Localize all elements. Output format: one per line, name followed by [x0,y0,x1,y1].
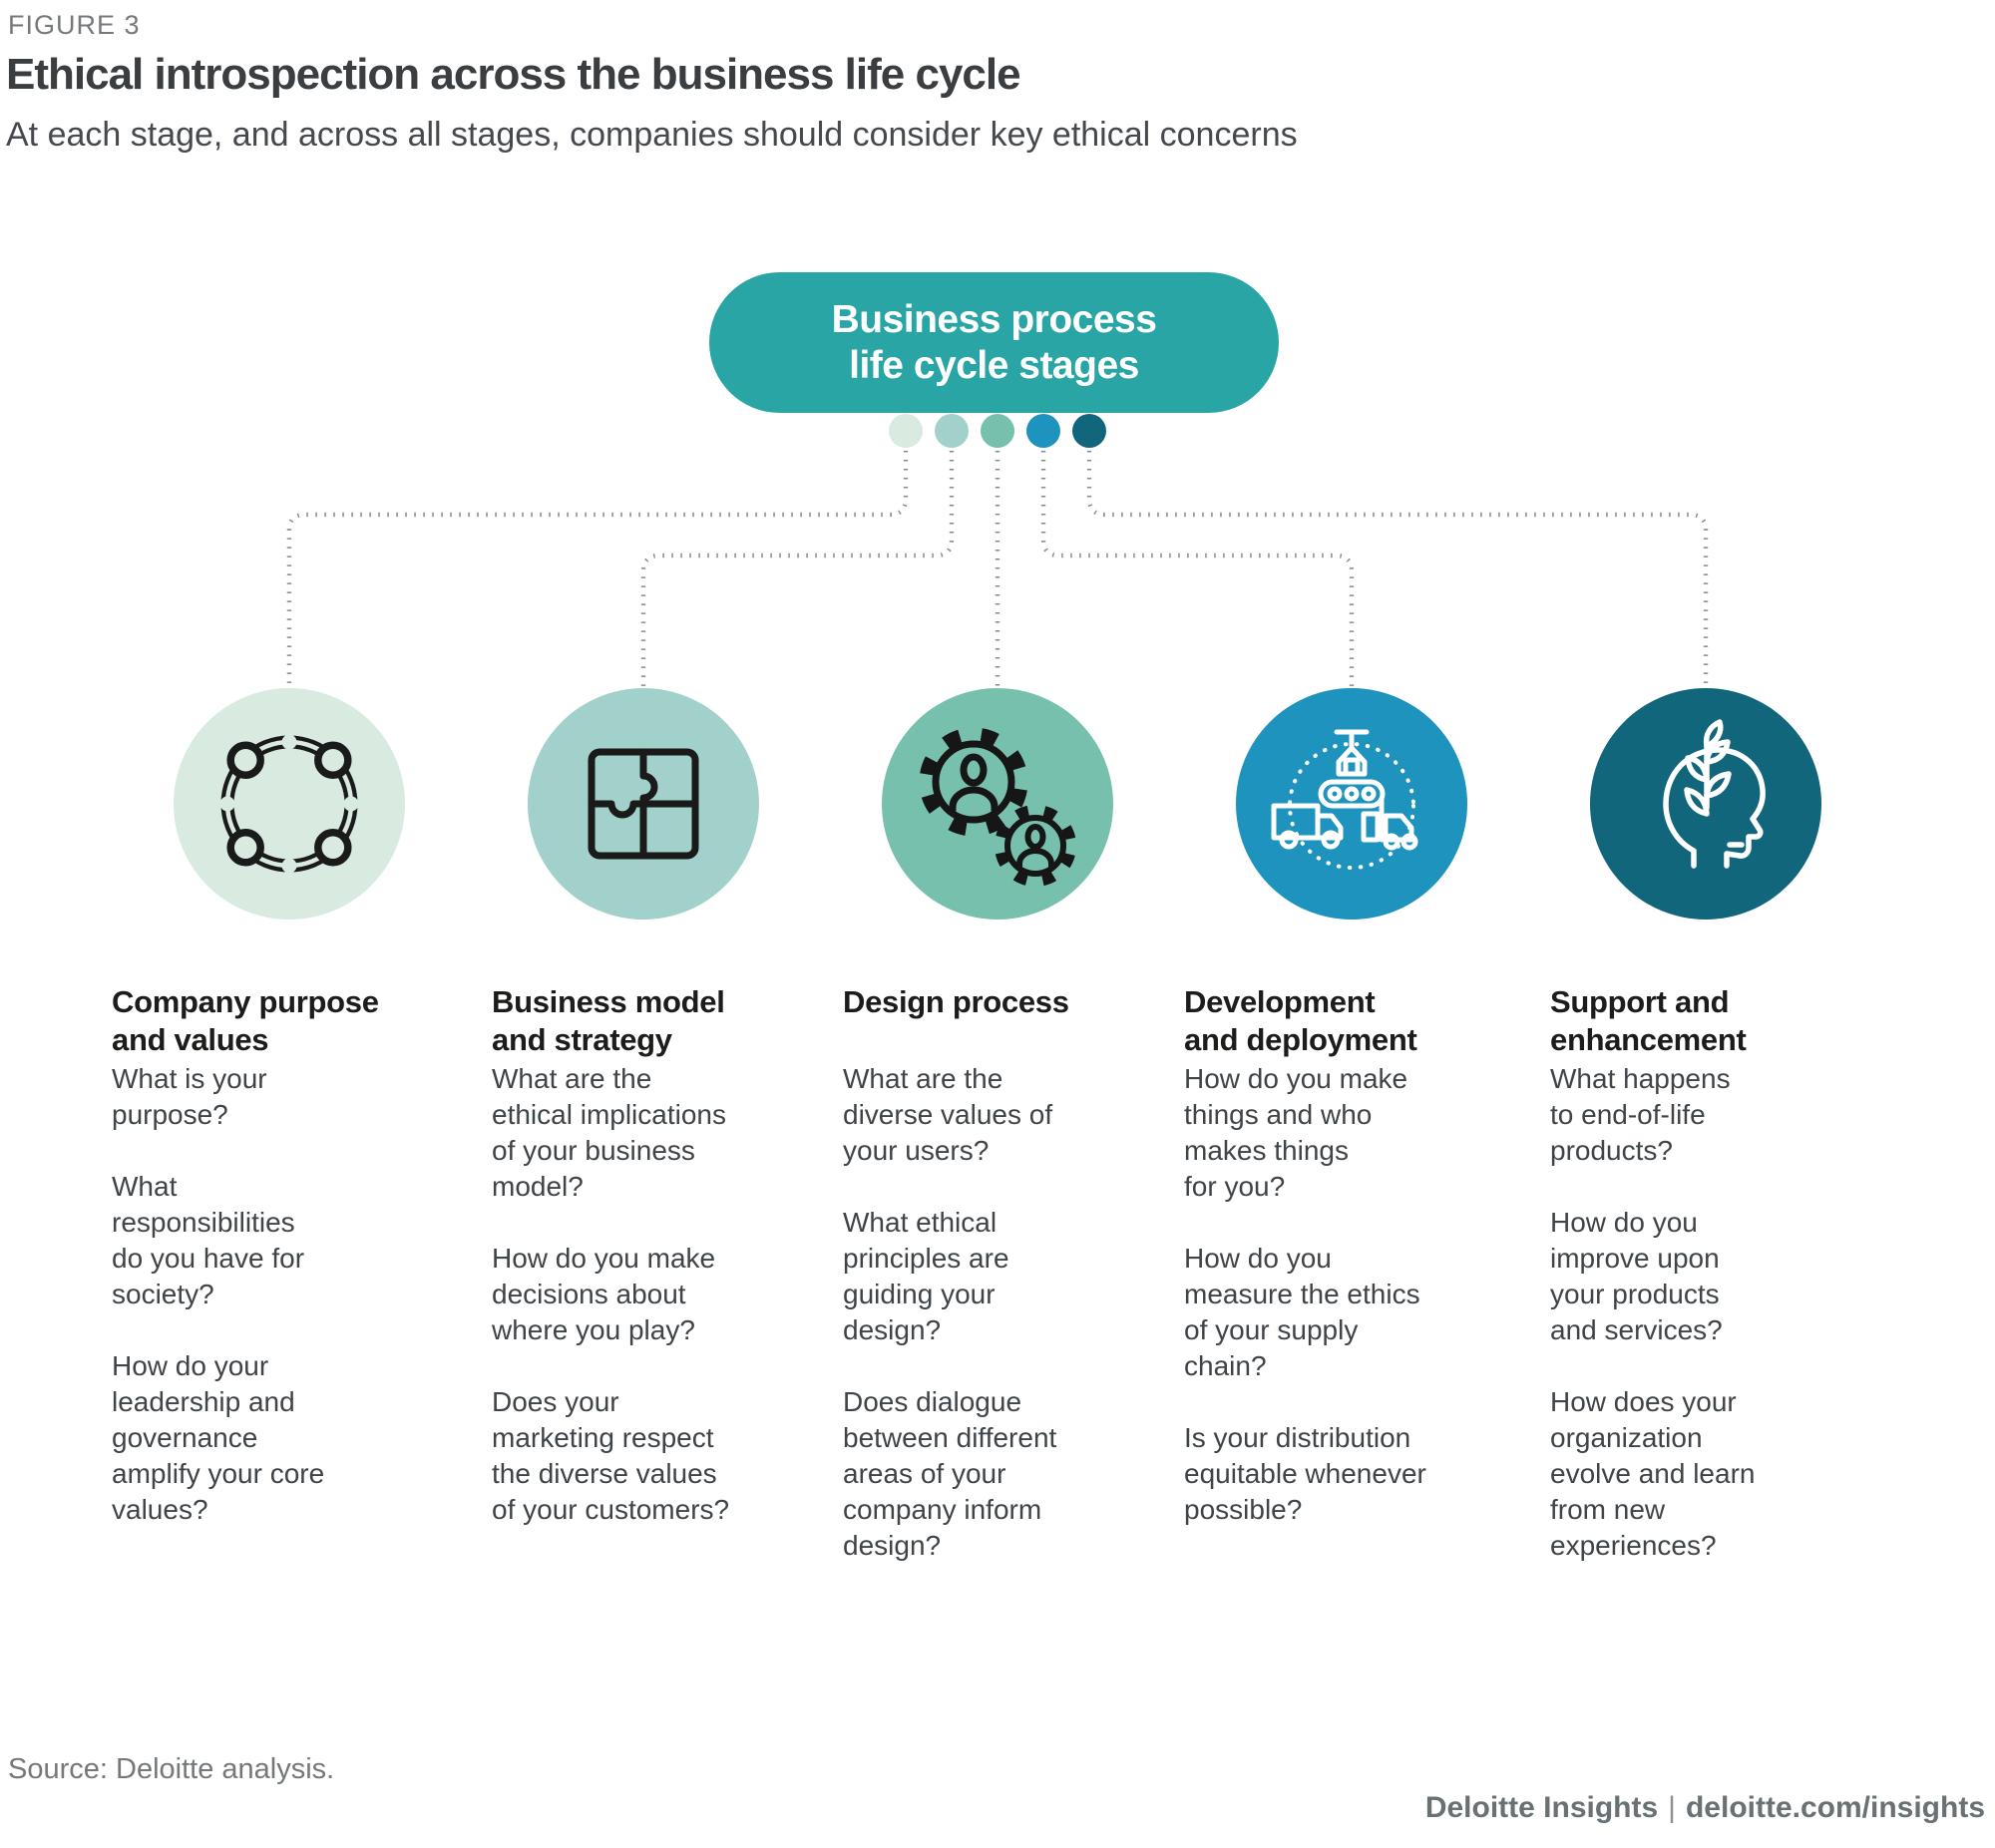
dotted-ring [1288,742,1415,870]
stage-dot-4 [1026,414,1060,448]
truck [1271,803,1344,850]
figure-title: Ethical introspection across the busines… [6,50,1021,99]
connector-line-5 [1086,451,1709,686]
pill-label: Business process life cycle stages [831,297,1157,387]
stage-dot-1 [889,414,923,448]
stage-heading-2: Business model and strategy [492,984,725,1057]
stage-dot-5 [1072,414,1106,448]
stage-body-5: What happens to end-of-life products? Ho… [1550,1063,1756,1561]
people-ring-icon [219,734,359,874]
conveyor [1318,779,1386,809]
puzzle-icon [588,748,699,860]
stage-heading-3: Design process [843,984,1069,1019]
forklift [1361,797,1418,851]
ring-beads [226,741,352,867]
footer-divider: | [1668,1791,1676,1824]
plant-branch [1684,719,1732,817]
gears-people-icon [919,727,1076,887]
connector-line-2 [640,451,955,686]
stage-dot-2 [935,414,969,448]
stage-circle-3 [882,688,1113,920]
stage-heading-4: Development and deployment [1184,984,1417,1057]
footer-site: deloitte.com/insights [1685,1791,1985,1824]
stage-circle-5 [1590,688,1821,920]
connector-line-1 [286,451,909,686]
connector-line-4 [1040,451,1355,686]
stage-body-1: What is your purpose? What responsibilit… [112,1063,325,1525]
footer-line: Deloitte Insights | deloitte.com/insights [1425,1791,1985,1825]
stage-circle-2 [528,688,759,920]
crane-hook [1334,729,1370,777]
stage-body-3: What are the diverse values of your user… [843,1063,1057,1561]
figure-subtitle: At each stage, and across all stages, co… [6,116,1298,154]
lifecycle-pill: Business process life cycle stages [709,272,1279,413]
head-plant-icon [1663,719,1766,869]
stage-heading-1: Company purpose and values [112,984,379,1057]
figure-label: FIGURE 3 [8,10,141,40]
stage-heading-5: Support and enhancement [1550,984,1747,1057]
stage-dot-3 [981,414,1014,448]
stage-body-4: How do you make things and who makes thi… [1184,1063,1426,1525]
stage-body-2: What are the ethical implications of you… [492,1063,730,1525]
stage-circle-1 [174,688,405,920]
production-logistics-icon [1271,729,1418,870]
ring-gaps [219,734,359,874]
stage-circle-4 [1236,688,1467,920]
head-profile [1663,747,1766,869]
footer-brand: Deloitte Insights [1424,1791,1659,1824]
source-note: Source: Deloitte analysis. [8,1753,335,1785]
